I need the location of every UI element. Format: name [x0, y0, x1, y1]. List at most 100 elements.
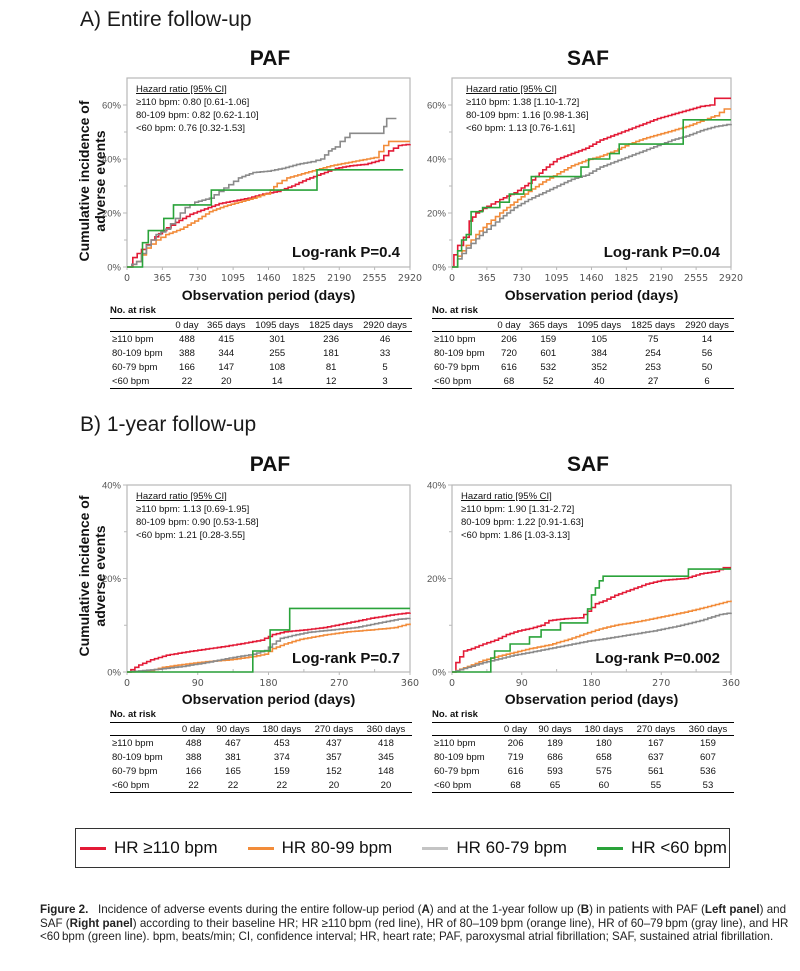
- risk-cell: 616: [501, 361, 517, 373]
- risk-row: <60 bpm 22 22 22 20 20: [110, 778, 412, 793]
- caption-bold: Right panel: [69, 916, 133, 930]
- risk-cell: 388: [179, 347, 195, 359]
- hazard-ratio-line: 80-109 bpm: 1.16 [0.98-1.36]: [466, 110, 589, 121]
- risk-header-row: 0 day 90 days 180 days 270 days 360 days: [432, 722, 734, 736]
- risk-cell: 189: [547, 737, 563, 749]
- risk-cell: 488: [185, 737, 202, 749]
- legend-label: HR 60-79 bpm: [456, 838, 567, 857]
- hazard-ratio-line: ≥110 bpm: 0.80 [0.61-1.06]: [136, 97, 250, 108]
- risk-cell: 206: [507, 737, 524, 749]
- hazard-ratio-header: Hazard ratio [95% CI]: [136, 84, 227, 95]
- risk-cell: 22: [176, 778, 211, 793]
- risk-column-header: 1095 days: [572, 318, 627, 332]
- hazard-ratio-line: <60 bpm: 1.13 [0.76-1.61]: [466, 123, 576, 134]
- risk-cell: 159: [700, 737, 716, 749]
- risk-column-header: 90 days: [210, 722, 256, 736]
- risk-cell: 166: [179, 361, 195, 373]
- risk-cell: 658: [595, 751, 612, 763]
- risk-row: <60 bpm 68 65 60 55 53: [432, 778, 734, 793]
- risk-cell: 254: [645, 347, 662, 359]
- risk-cell: 345: [378, 751, 394, 763]
- risk-column-header: 365 days: [202, 318, 251, 332]
- risk-cell: 255: [269, 347, 286, 359]
- x-tick-label: 1460: [256, 273, 280, 284]
- risk-cell: 181: [323, 347, 340, 359]
- risk-cell: 167: [647, 737, 664, 749]
- risk-cell: 374: [273, 751, 290, 763]
- hazard-ratio-box-b-paf: Hazard ratio [95% CI] ≥110 bpm: 1.13 [0.…: [136, 490, 259, 542]
- panel-title-b-paf: PAF: [249, 453, 291, 476]
- risk-row-label: ≥110 bpm: [434, 333, 476, 345]
- risk-cell: 159: [273, 765, 290, 777]
- risk-cell: 561: [647, 765, 664, 777]
- risk-column-header: 2920 days: [358, 318, 412, 332]
- caption-bold: Left panel: [704, 903, 760, 916]
- risk-column-header: 270 days: [629, 722, 682, 736]
- risk-column-header: 360 days: [681, 722, 734, 736]
- risk-cell: 5: [382, 361, 388, 373]
- risk-cell: 20: [307, 778, 360, 793]
- risk-cell: 415: [218, 333, 235, 345]
- legend: HR ≥110 bpm HR 80-99 bpm HR 60-79 bpm HR…: [75, 828, 730, 868]
- legend-swatch-red: [80, 846, 106, 850]
- risk-table-a-saf: 0 day 365 days 1095 days 1825 days 2920 days…: [432, 318, 734, 389]
- risk-cell: 532: [540, 361, 557, 373]
- risk-cell: 536: [700, 765, 716, 777]
- risk-row-label: 60-79 bpm: [434, 361, 480, 373]
- risk-table-a-paf: 0 day 365 days 1095 days 1825 days 2920 days…: [110, 318, 412, 389]
- risk-cell: 75: [647, 333, 659, 345]
- risk-cell: 301: [269, 333, 286, 345]
- risk-cell: 467: [225, 737, 241, 749]
- legend-item-hr-lt60: HR <60 bpm: [597, 838, 727, 858]
- risk-column-header: 360 days: [359, 722, 412, 736]
- risk-cell: 68: [498, 778, 533, 793]
- panel-title-a-saf: SAF: [567, 47, 609, 70]
- risk-cell: 593: [547, 765, 563, 777]
- risk-cell: 81: [325, 361, 337, 373]
- risk-cell: 60: [577, 778, 630, 793]
- x-tick-label: 0: [124, 273, 130, 284]
- risk-cell: 52: [524, 374, 573, 389]
- legend-swatch-orange: [247, 846, 274, 850]
- x-tick-label: 2920: [398, 273, 422, 284]
- panel-title-b-saf: SAF: [567, 453, 609, 476]
- risk-column-header: 90 days: [532, 722, 578, 736]
- risk-cell: 14: [701, 333, 713, 345]
- risk-column-header: 0 day: [493, 318, 525, 332]
- hazard-ratio-header: Hazard ratio [95% CI]: [461, 491, 552, 502]
- section-title-b: B) 1-year follow-up: [80, 413, 257, 436]
- risk-row: ≥110 bpm 206 189 180 167 159: [432, 736, 734, 751]
- risk-cell: 388: [185, 751, 202, 763]
- x-axis-label-b-saf: Observation period (days): [504, 691, 679, 707]
- risk-column-header: 0 day: [498, 722, 533, 736]
- risk-cell: 152: [325, 765, 342, 777]
- risk-row: 80-109 bpm 388 344 255 181 33: [110, 346, 412, 360]
- hazard-ratio-line: 80-109 bpm: 0.90 [0.53-1.58]: [136, 517, 259, 528]
- risk-row-label: ≥110 bpm: [112, 333, 154, 345]
- x-axis-label-a-paf: Observation period (days): [181, 287, 356, 303]
- risk-column-header: 365 days: [524, 318, 573, 332]
- risk-row-label: 60-79 bpm: [112, 361, 158, 373]
- hazard-ratio-line: 80-109 bpm: 0.82 [0.62-1.10]: [136, 110, 259, 121]
- risk-caption-a-saf: No. at risk: [432, 305, 478, 316]
- risk-cell: 344: [218, 347, 235, 359]
- caption-bold: A: [421, 903, 430, 916]
- risk-row: 80-109 bpm 720 601 384 254 56: [432, 346, 734, 360]
- risk-cell: 607: [700, 751, 716, 763]
- risk-cell: 33: [379, 347, 391, 359]
- risk-row: ≥110 bpm 206 159 105 75 14: [432, 332, 734, 347]
- hazard-ratio-header: Hazard ratio [95% CI]: [136, 491, 227, 502]
- legend-item-hr-80-99: HR 80-99 bpm: [247, 838, 392, 858]
- risk-row-label: 80-109 bpm: [434, 751, 485, 763]
- risk-cell: 22: [210, 778, 256, 793]
- x-tick-label: 1095: [221, 273, 245, 284]
- risk-caption-a-paf: No. at risk: [110, 305, 156, 316]
- risk-cell: 166: [185, 765, 202, 777]
- hazard-ratio-box-b-saf: Hazard ratio [95% CI] ≥110 bpm: 1.90 [1.…: [461, 490, 584, 542]
- legend-label: HR ≥110 bpm: [114, 838, 218, 857]
- risk-row: 60-79 bpm 166 165 159 152 148: [110, 764, 412, 778]
- risk-row-label: <60 bpm: [110, 778, 177, 793]
- risk-row: <60 bpm 22 20 14 12 3: [110, 374, 412, 389]
- risk-cell: 108: [269, 361, 286, 373]
- caption-text: ) and SAF (: [40, 903, 787, 930]
